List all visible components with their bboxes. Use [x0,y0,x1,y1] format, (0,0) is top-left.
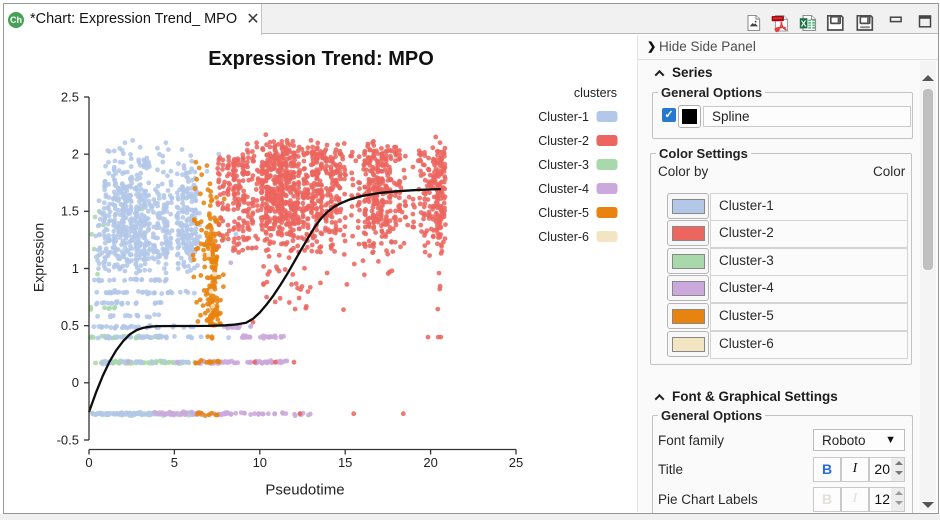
svg-text:1: 1 [72,261,79,276]
svg-text:Cluster-4: Cluster-4 [538,182,589,196]
svg-text:Cluster-3: Cluster-3 [538,158,589,172]
svg-text:0.5: 0.5 [61,318,79,333]
svg-text:2.5: 2.5 [61,89,79,104]
svg-text:Cluster-1: Cluster-1 [538,110,589,124]
svg-text:0: 0 [72,375,79,390]
svg-text:-0.5: -0.5 [57,432,79,447]
svg-text:20: 20 [423,455,437,470]
svg-text:10: 10 [253,455,267,470]
svg-text:0: 0 [85,455,92,470]
svg-text:15: 15 [338,455,352,470]
svg-text:Expression Trend: MPO: Expression Trend: MPO [208,48,434,70]
svg-text:clusters: clusters [574,86,617,100]
svg-text:Pseudotime: Pseudotime [265,482,344,499]
svg-text:25: 25 [509,455,523,470]
svg-text:Cluster-6: Cluster-6 [538,230,589,244]
svg-text:Expression: Expression [31,223,47,292]
svg-text:Cluster-2: Cluster-2 [538,134,589,148]
svg-text:5: 5 [171,455,178,470]
svg-text:2: 2 [72,147,79,162]
svg-text:Cluster-5: Cluster-5 [538,206,589,220]
svg-text:1.5: 1.5 [61,204,79,219]
svg-text:X: X [801,18,807,28]
